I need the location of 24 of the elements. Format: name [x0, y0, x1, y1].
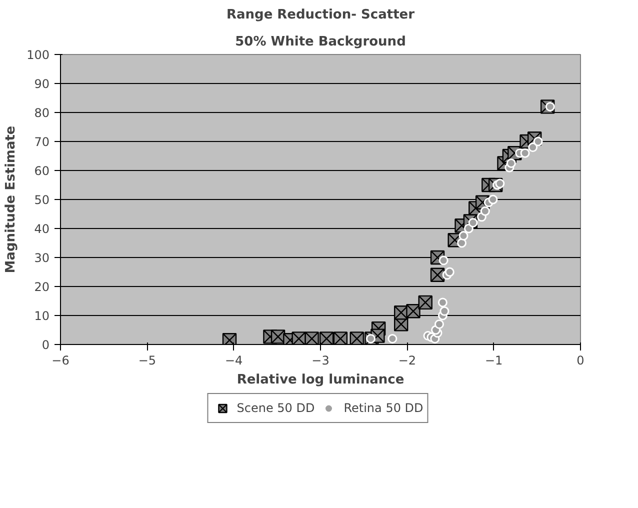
- y-tick-label: 0: [42, 338, 50, 352]
- y-tick-label: 70: [34, 135, 50, 149]
- x-tick-label: −5: [138, 354, 156, 368]
- y-tick-label: 40: [34, 222, 50, 236]
- legend-label: Retina 50 DD: [344, 401, 424, 415]
- chart-subtitle: 50% White Background: [235, 34, 406, 50]
- x-tick-label: −2: [398, 354, 416, 368]
- y-tick-label: 30: [34, 251, 50, 265]
- y-tick-label: 90: [34, 77, 50, 91]
- chart-title: Range Reduction- Scatter: [226, 8, 416, 22]
- x-tick-label: −1: [484, 354, 503, 368]
- x-axis-title: Relative log luminance: [236, 372, 404, 388]
- x-tick-label: 0: [576, 354, 584, 368]
- x-tick-label: −4: [224, 354, 243, 368]
- legend-label: Scene 50 DD: [236, 401, 315, 415]
- y-tick-label: 10: [34, 309, 50, 323]
- y-tick-label: 100: [26, 48, 50, 62]
- y-tick-label: 60: [34, 164, 50, 178]
- x-tick-label: −3: [312, 354, 330, 368]
- y-tick-label: 20: [34, 280, 50, 294]
- y-tick-label: 50: [34, 193, 50, 207]
- y-axis-title: Magnitude Estimate: [4, 126, 19, 274]
- y-tick-label: 80: [34, 106, 50, 120]
- x-tick-label: −6: [52, 354, 70, 368]
